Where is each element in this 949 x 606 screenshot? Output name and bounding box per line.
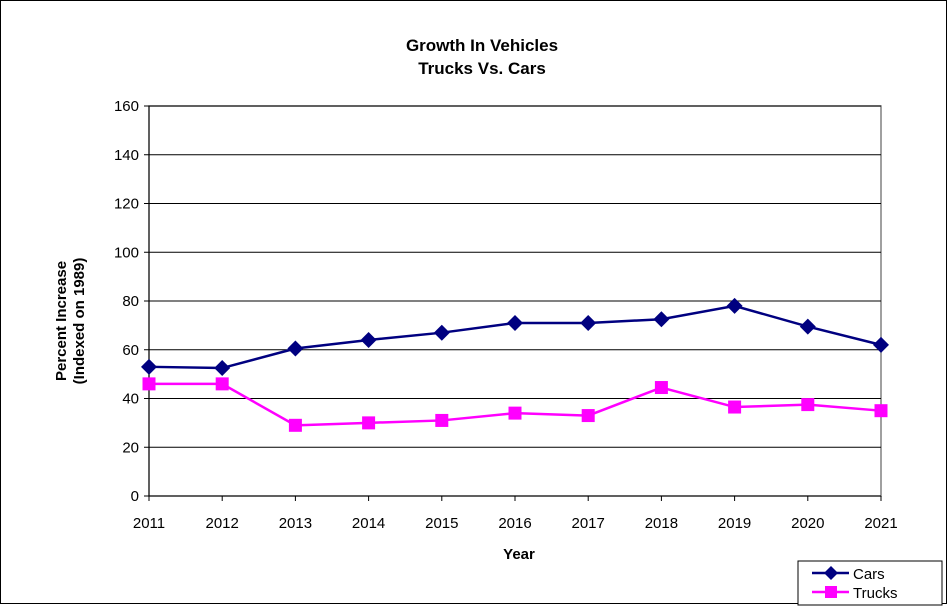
- legend-marker-cars: [824, 566, 838, 580]
- y-tick-label: 40: [122, 391, 139, 408]
- x-tick-label: 2019: [718, 515, 751, 532]
- data-point-trucks: [508, 406, 522, 420]
- legend: Cars Trucks: [797, 560, 943, 606]
- data-point-cars: [214, 360, 231, 377]
- y-tick-label: 20: [122, 439, 139, 456]
- legend-label-trucks: Trucks: [853, 585, 897, 602]
- series-cars: [141, 297, 889, 377]
- x-tick-label: 2020: [791, 515, 824, 532]
- data-point-trucks: [654, 381, 668, 395]
- data-point-cars: [726, 297, 743, 314]
- x-tick-label: 2017: [572, 515, 605, 532]
- series-trucks: [142, 377, 888, 432]
- data-point-trucks: [728, 400, 742, 414]
- y-axis-title-line-1: Percent Increase: [53, 261, 70, 381]
- data-point-cars: [580, 314, 597, 331]
- data-point-trucks: [581, 409, 595, 423]
- x-tick-label: 2011: [133, 515, 165, 532]
- y-axis-title-line-2: (Indexed on 1989): [71, 258, 88, 385]
- x-tick-label: 2013: [279, 515, 312, 532]
- data-point-trucks: [288, 418, 302, 432]
- x-tick-label: 2021: [864, 515, 897, 532]
- x-tick-label: 2012: [206, 515, 239, 532]
- data-point-cars: [653, 311, 670, 328]
- data-point-cars: [141, 358, 157, 375]
- x-axis-ticks: 2011 2012 2013 2014 2015 2016 2017 2018 2019 2020…: [133, 496, 898, 532]
- y-axis-title: Percent Increase (Indexed on 1989): [53, 258, 88, 385]
- data-point-trucks: [362, 416, 376, 430]
- chart-title-line-2: Trucks Vs. Cars: [418, 59, 546, 78]
- data-point-trucks: [435, 413, 449, 427]
- y-tick-label: 140: [114, 147, 139, 164]
- legend-label-cars: Cars: [853, 566, 885, 583]
- y-tick-label: 80: [122, 293, 139, 310]
- data-point-trucks: [801, 398, 815, 412]
- gridlines: [149, 105, 881, 448]
- data-point-trucks: [874, 404, 888, 418]
- data-point-trucks: [142, 377, 156, 391]
- data-point-cars: [507, 314, 523, 331]
- x-tick-label: 2015: [425, 515, 458, 532]
- data-point-cars: [360, 332, 377, 348]
- data-point-cars: [287, 340, 304, 357]
- y-tick-label: 120: [114, 196, 139, 213]
- y-tick-label: 0: [131, 488, 139, 505]
- legend-box: [797, 560, 943, 606]
- y-tick-label: 160: [114, 98, 139, 115]
- data-point-trucks: [215, 377, 229, 391]
- y-axis-ticks: 0 20 40 60 80 100 120 140 160: [114, 98, 149, 505]
- x-axis-title: Year: [503, 546, 535, 563]
- data-point-cars: [873, 336, 889, 353]
- x-tick-label: 2018: [645, 515, 678, 532]
- y-tick-label: 100: [114, 244, 139, 261]
- x-tick-label: 2016: [498, 515, 531, 532]
- chart-title-line-1: Growth In Vehicles: [406, 36, 558, 55]
- y-tick-label: 60: [122, 342, 139, 359]
- x-tick-label: 2014: [352, 515, 385, 532]
- series-layer: [141, 297, 889, 432]
- legend-marker-trucks: [825, 586, 837, 598]
- data-point-cars: [799, 318, 816, 335]
- data-point-cars: [433, 324, 450, 341]
